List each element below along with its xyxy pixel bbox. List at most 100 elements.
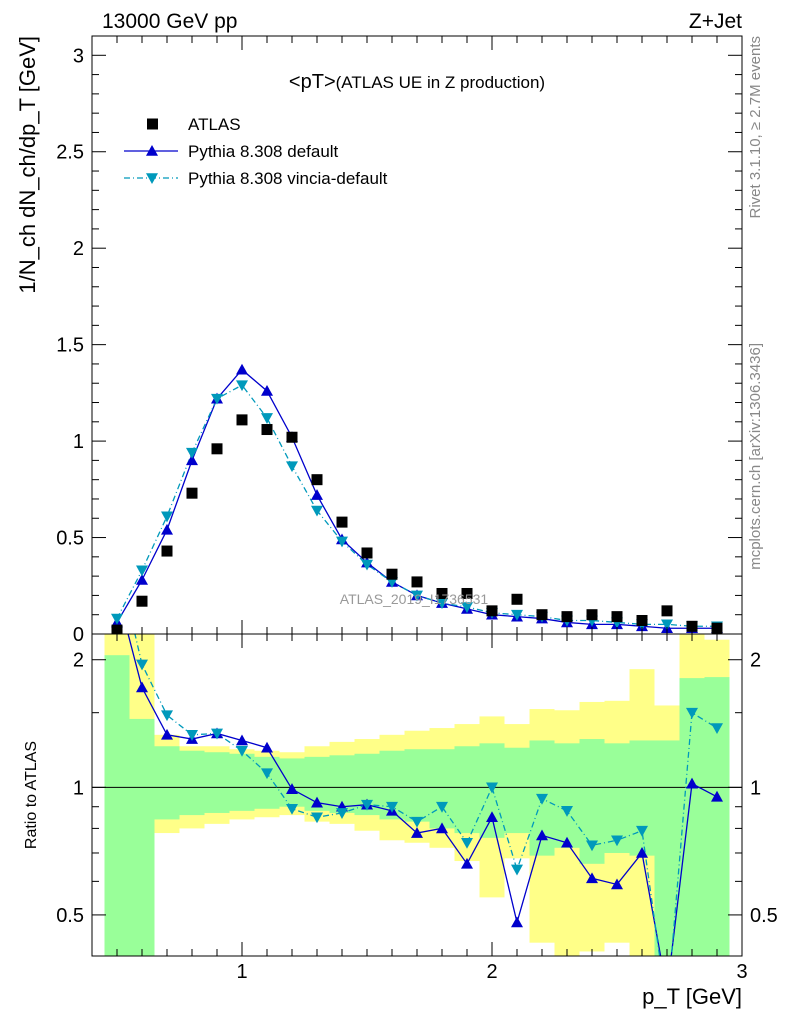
ratio-point-vincia bbox=[461, 837, 473, 849]
point-vincia bbox=[161, 511, 173, 523]
ratio-point-vincia bbox=[111, 552, 123, 563]
legend-marker bbox=[146, 173, 158, 184]
point-atlas bbox=[186, 487, 198, 499]
ratio-point-vincia bbox=[236, 745, 248, 757]
point-atlas bbox=[511, 593, 523, 605]
point-atlas bbox=[311, 474, 323, 486]
point-vincia bbox=[386, 577, 398, 588]
point-atlas bbox=[461, 587, 473, 599]
band-inner-bin bbox=[279, 758, 305, 807]
point-atlas bbox=[161, 545, 173, 557]
ratio-point-vincia bbox=[636, 825, 648, 837]
point-atlas bbox=[411, 576, 423, 588]
point-atlas bbox=[661, 605, 673, 617]
point-atlas bbox=[286, 431, 298, 443]
point-atlas bbox=[586, 609, 598, 621]
ratio-point-vincia bbox=[411, 816, 423, 828]
band-inner-bin bbox=[704, 677, 730, 956]
point-default bbox=[136, 573, 148, 585]
ratio-point-vincia bbox=[186, 730, 198, 741]
point-atlas bbox=[536, 609, 548, 621]
ratio-point-vincia bbox=[311, 812, 323, 824]
band-inner-bin bbox=[429, 749, 455, 829]
ratio-point-vincia bbox=[361, 799, 373, 811]
ratio-point-default bbox=[461, 857, 473, 869]
point-atlas bbox=[386, 568, 398, 580]
point-default bbox=[311, 489, 323, 500]
y-main-tick-label: 1.5 bbox=[56, 335, 84, 357]
point-vincia bbox=[111, 613, 123, 625]
y-main-tick-label: 0 bbox=[73, 624, 84, 646]
point-atlas bbox=[136, 595, 148, 607]
legend-marker bbox=[146, 145, 158, 156]
band-inner-bin bbox=[454, 746, 480, 834]
plot-title-sub: (ATLAS UE in Z production) bbox=[336, 73, 545, 92]
axis-ticks: 0 0.5 1 1.5 2 2.5 3 1 2 3 0.5 0.5 1 1 2 2 bbox=[56, 36, 778, 983]
ratio-point-vincia bbox=[286, 803, 298, 815]
x-tick-label: 2 bbox=[486, 961, 497, 983]
ratio-point-default bbox=[311, 796, 323, 808]
main-panel bbox=[111, 363, 723, 634]
ratio-point-default bbox=[511, 916, 523, 928]
mcplots-label: mcplots.cern.ch [arXiv:1306.3436] bbox=[747, 343, 764, 570]
ratio-point-default bbox=[711, 790, 723, 802]
y-main-label: 1/N_ch dN_ch/dp_T [GeV] bbox=[15, 36, 40, 294]
band-inner-bin bbox=[554, 743, 580, 848]
y-ratio-tick-label-right: 2 bbox=[750, 650, 761, 672]
band-inner-bin bbox=[504, 747, 530, 834]
point-default bbox=[161, 523, 173, 535]
ratio-point-default bbox=[111, 585, 123, 596]
point-atlas bbox=[361, 547, 373, 559]
ratio-point-default bbox=[611, 878, 623, 890]
ratio-point-vincia bbox=[611, 835, 623, 847]
point-vincia bbox=[286, 461, 298, 473]
header-right: Z+Jet bbox=[689, 10, 742, 33]
band-inner-bin bbox=[404, 749, 430, 822]
legend-item: Pythia 8.308 vincia-default bbox=[124, 169, 388, 188]
ratio-point-default bbox=[286, 783, 298, 794]
ratio-point-vincia bbox=[436, 801, 448, 813]
band-inner-bin bbox=[129, 718, 155, 956]
y-main-tick-label: 0.5 bbox=[56, 528, 84, 550]
ratio-point-vincia bbox=[261, 768, 273, 780]
point-atlas bbox=[686, 620, 698, 632]
y-ratio-tick-label: 1 bbox=[73, 777, 84, 799]
legend-item: Pythia 8.308 default bbox=[124, 142, 339, 161]
ratio-point-vincia bbox=[586, 840, 598, 852]
band-inner-bin bbox=[204, 752, 230, 813]
point-vincia bbox=[186, 447, 198, 459]
point-vincia bbox=[336, 536, 348, 548]
band-inner-bin bbox=[179, 750, 205, 816]
point-default bbox=[261, 384, 273, 396]
ratio-panel bbox=[92, 552, 742, 956]
ratio-point-vincia bbox=[536, 793, 548, 805]
band-inner-bin bbox=[154, 746, 180, 820]
y-main-tick-label: 1 bbox=[73, 431, 84, 453]
ratio-point-default bbox=[536, 829, 548, 841]
point-atlas bbox=[486, 605, 498, 617]
ratio-point-vincia bbox=[161, 710, 173, 722]
point-atlas bbox=[261, 424, 273, 436]
legend-label: ATLAS bbox=[188, 115, 241, 134]
point-default bbox=[186, 454, 198, 466]
legend-label: Pythia 8.308 default bbox=[188, 142, 339, 161]
ratio-point-vincia bbox=[136, 659, 148, 671]
point-vincia bbox=[236, 380, 248, 392]
legend-label: Pythia 8.308 vincia-default bbox=[188, 169, 388, 188]
ratio-point-default bbox=[236, 734, 248, 746]
ratio-point-vincia bbox=[561, 806, 573, 817]
point-vincia bbox=[436, 598, 448, 610]
x-tick-label: 3 bbox=[736, 961, 747, 983]
band-inner-bin bbox=[229, 753, 255, 811]
ratio-point-default bbox=[486, 811, 498, 823]
point-atlas bbox=[436, 587, 448, 599]
point-vincia bbox=[136, 565, 148, 577]
y-main-label-text: 1/N_ch dN_ch/dp_T [GeV] bbox=[15, 36, 40, 294]
point-vincia bbox=[411, 590, 423, 602]
y-ratio-tick-label-right: 0.5 bbox=[750, 905, 778, 927]
point-atlas bbox=[211, 443, 223, 455]
y-ratio-tick-label: 0.5 bbox=[56, 905, 84, 927]
point-vincia bbox=[261, 413, 273, 424]
band-inner-bin bbox=[104, 655, 130, 956]
point-atlas bbox=[236, 414, 248, 426]
